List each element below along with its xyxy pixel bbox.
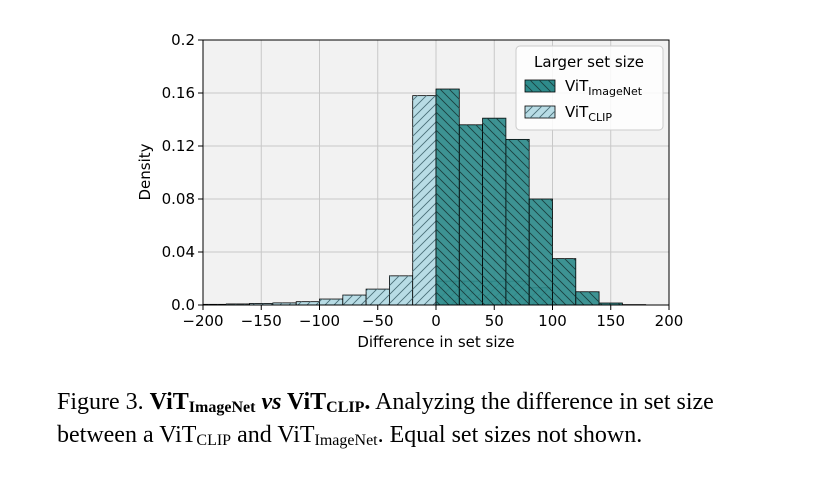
bar-hatch-clip — [226, 303, 250, 305]
bar-hatch-imagenet — [599, 303, 623, 305]
bar-hatch-clip — [412, 95, 436, 305]
legend-title: Larger set size — [534, 53, 644, 71]
y-axis-label: Density — [136, 143, 154, 200]
y-axis-ticks: 0.0 0.04 0.08 0.12 0.16 0.2 — [162, 31, 203, 314]
legend-entry-clip: ViTCLIP — [524, 103, 612, 124]
x-tick-label: 0 — [431, 312, 441, 330]
y-tick-label: 0.08 — [162, 190, 195, 208]
caption-title-period: . — [364, 389, 371, 415]
legend-label-imagenet: ViTImageNet — [565, 77, 643, 98]
y-tick-label: 0.0 — [171, 296, 195, 314]
x-tick-label: −150 — [241, 312, 282, 330]
caption-title-model-a: ViT — [149, 389, 189, 415]
legend-entry-imagenet: ViTImageNet — [524, 77, 643, 98]
x-tick-label: 50 — [485, 312, 504, 330]
y-tick-label: 0.2 — [171, 31, 195, 49]
caption-text-and: and — [237, 422, 272, 448]
x-tick-label: −50 — [362, 312, 394, 330]
caption-text-model-a-sub: CLIP — [196, 432, 232, 449]
x-axis-ticks: −200 −150 −100 −50 0 50 100 150 200 — [182, 305, 683, 330]
bar-hatch-imagenet — [436, 89, 460, 305]
caption-text-model-b-sub: ImageNet — [314, 432, 378, 449]
bar-hatch-imagenet — [505, 139, 530, 305]
bar-hatch-imagenet — [459, 124, 483, 305]
bar-hatch-imagenet — [529, 199, 553, 305]
caption-title: ViTImageNet vs ViTCLIP. — [149, 389, 371, 416]
x-tick-label: 200 — [655, 312, 684, 330]
bar-hatch-clip — [342, 295, 367, 305]
histogram-chart: −200 −150 −100 −50 0 50 100 150 200 0.00.040.080… — [136, 31, 683, 351]
bar-hatch-clip — [319, 299, 343, 305]
caption-title-vs: vs — [261, 389, 282, 415]
legend-label-clip: ViTCLIP — [565, 103, 612, 124]
bar-hatch-clip — [296, 301, 320, 305]
bar-hatch-clip — [366, 289, 390, 305]
caption-text-model-b: ViT — [277, 422, 315, 448]
bar-hatch-imagenet — [482, 118, 506, 305]
bar-hatch-clip — [272, 302, 297, 305]
caption-text-2: . Equal set sizes not shown. — [377, 422, 643, 448]
legend: Larger set size ViTImageNet ViTCLIP — [515, 45, 664, 131]
figure-caption: Figure 3. ViTImageNet vs ViTCLIP. Analyz… — [57, 386, 787, 452]
bar-hatch-clip — [389, 275, 413, 305]
x-tick-label: 100 — [538, 312, 567, 330]
y-tick-label: 0.04 — [162, 243, 195, 261]
imagenet-bars — [435, 88, 647, 305]
x-tick-label: −200 — [182, 312, 223, 330]
y-tick-label: 0.12 — [162, 137, 195, 155]
x-tick-label: 150 — [596, 312, 625, 330]
y-tick-label: 0.16 — [162, 84, 195, 102]
caption-text-model-a: ViT — [159, 422, 197, 448]
caption-title-model-b-sub: CLIP — [326, 399, 365, 416]
x-axis-label: Difference in set size — [357, 333, 514, 351]
bar-hatch-clip — [249, 303, 273, 305]
figure-label: Figure 3. — [57, 389, 144, 415]
caption-title-model-a-sub: ImageNet — [188, 399, 256, 416]
legend-swatch-clip-hatch — [525, 106, 555, 118]
caption-title-model-b: ViT — [287, 389, 327, 415]
caption-text-1: Analyzing the difference in set size bet… — [57, 389, 714, 448]
bar-hatch-imagenet — [552, 258, 576, 305]
legend-swatch-imagenet-hatch — [525, 80, 555, 92]
x-tick-label: −100 — [299, 312, 340, 330]
bar-hatch-imagenet — [575, 291, 600, 305]
